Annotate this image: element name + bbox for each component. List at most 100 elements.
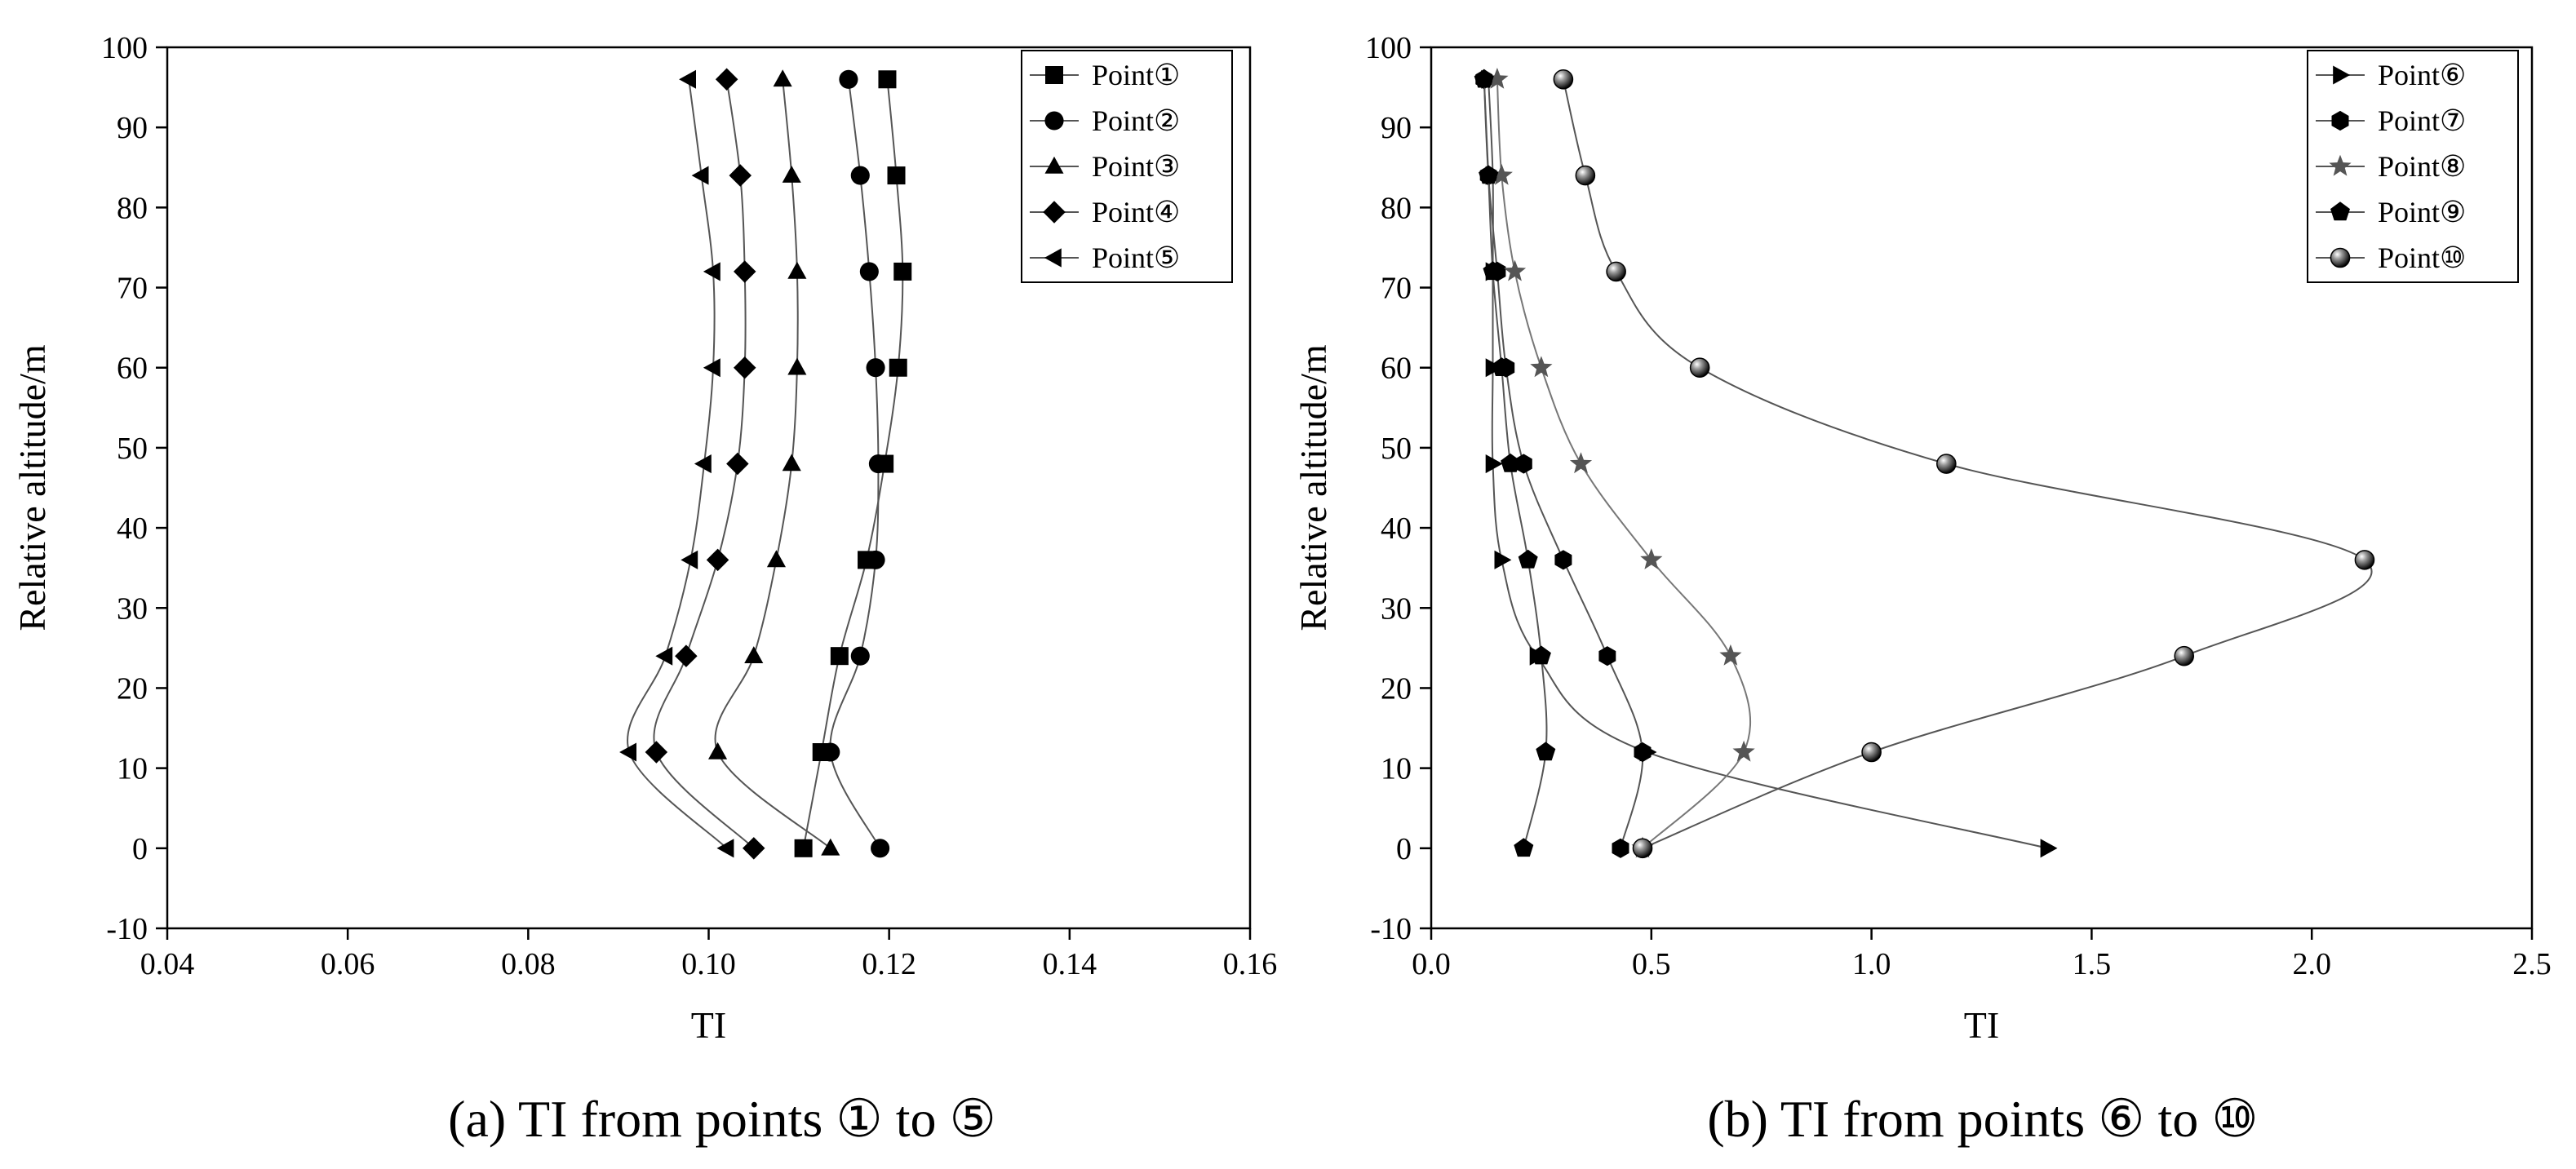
series-line-3 <box>714 79 831 849</box>
data-point-marker <box>1494 550 1512 569</box>
data-point-marker <box>734 356 756 379</box>
x-axis-title: TI <box>1964 1004 1999 1046</box>
data-point-marker <box>850 646 870 666</box>
y-tick-label: 10 <box>1381 752 1412 786</box>
data-point-marker <box>787 261 807 279</box>
data-point-marker <box>1598 646 1616 666</box>
legend-label: Point⑦ <box>2378 104 2466 137</box>
legend-marker <box>1043 201 1066 224</box>
y-tick-label: 0 <box>132 832 148 866</box>
x-tick-label: 1.5 <box>2073 947 2112 981</box>
x-tick-label: 0.14 <box>1043 947 1097 981</box>
series-line-5 <box>627 79 728 849</box>
y-tick-label: 70 <box>117 272 148 306</box>
data-point-marker <box>878 70 897 89</box>
plot-frame-b <box>1430 46 2534 930</box>
y-tick-label: 20 <box>1381 671 1412 706</box>
series-line-1 <box>1488 79 2048 849</box>
data-point-marker <box>1553 69 1574 90</box>
y-tick-label: 40 <box>117 511 148 546</box>
data-point-marker <box>1719 644 1742 666</box>
y-tick-label: 100 <box>101 31 148 65</box>
caption-b: (b) TI from points ⑥ to ⑩ <box>1707 1090 2258 1148</box>
legend-marker <box>1045 66 1063 84</box>
legend-label: Point⑤ <box>1092 241 1180 274</box>
data-point-marker <box>716 839 734 858</box>
data-point-marker <box>1531 645 1551 665</box>
data-point-marker <box>866 550 885 569</box>
legend-marker <box>2330 201 2350 221</box>
legend-marker <box>1044 248 1062 268</box>
data-point-marker <box>766 550 786 568</box>
y-tick-label: 60 <box>1381 352 1412 386</box>
y-tick-label: 80 <box>1381 191 1412 225</box>
data-point-marker <box>734 260 756 283</box>
data-point-marker <box>2354 550 2375 570</box>
legend-label: Point③ <box>1092 150 1180 183</box>
data-point-marker <box>1732 740 1755 762</box>
y-tick-label: 30 <box>117 591 148 626</box>
y-tick-label: 100 <box>1365 31 1412 65</box>
legend-marker <box>1044 111 1064 131</box>
data-point-marker <box>1530 356 1553 378</box>
legend-label: Point⑧ <box>2378 150 2466 183</box>
x-tick-label: 0.06 <box>321 947 375 981</box>
legend-marker <box>2329 154 2352 176</box>
y-tick-label: 60 <box>117 352 148 386</box>
data-point-marker <box>839 69 858 89</box>
x-tick-label: 0.10 <box>681 947 736 981</box>
data-point-marker <box>691 166 709 185</box>
x-tick-label: 0.12 <box>862 947 916 981</box>
x-tick-label: 2.0 <box>2292 947 2331 981</box>
data-point-marker <box>679 69 696 89</box>
data-point-marker <box>787 357 807 375</box>
data-point-marker <box>1861 742 1882 763</box>
legend-label: Point⑨ <box>2378 196 2466 228</box>
data-point-marker <box>871 839 890 858</box>
data-point-marker <box>1936 454 1957 474</box>
data-point-marker <box>1632 838 1653 859</box>
y-axis-title: Relative altitude/m <box>11 344 53 631</box>
data-point-marker <box>1612 838 1629 858</box>
data-point-marker <box>782 454 801 472</box>
data-point-marker <box>868 454 888 474</box>
data-point-marker <box>821 838 840 856</box>
data-point-marker <box>1490 163 1513 185</box>
x-tick-label: 0.0 <box>1412 947 1451 981</box>
data-point-marker <box>744 646 764 663</box>
legend-label: Point④ <box>1092 196 1180 228</box>
data-point-marker <box>1485 454 1503 474</box>
data-point-marker <box>794 839 813 857</box>
data-point-marker <box>1483 261 1503 281</box>
data-point-marker <box>782 166 801 183</box>
data-point-marker <box>866 358 885 378</box>
data-point-marker <box>694 454 712 474</box>
data-point-marker <box>675 644 698 667</box>
series-line-4 <box>653 79 755 849</box>
data-point-marker <box>1486 68 1509 89</box>
series-line-3 <box>1496 79 1752 849</box>
legend-a: Point① Point② Point③ Point④ Point⑤ <box>1021 50 1233 283</box>
data-point-marker <box>1634 742 1652 763</box>
y-tick-label: 90 <box>117 111 148 145</box>
legend-marker <box>2331 110 2349 131</box>
legend-label: Point② <box>1092 104 1180 137</box>
caption-a: (a) TI from points ① to ⑤ <box>448 1090 996 1148</box>
x-tick-label: 0.04 <box>140 947 195 981</box>
y-tick-label: 0 <box>1396 832 1412 866</box>
y-tick-label: 20 <box>117 671 148 706</box>
data-point-marker <box>1536 742 1556 761</box>
y-axis-title: Relative altitude/m <box>1292 344 1334 631</box>
data-point-marker <box>2174 645 2195 666</box>
data-point-marker <box>1606 261 1626 282</box>
y-tick-label: 10 <box>117 752 148 786</box>
data-point-marker <box>1501 453 1521 472</box>
data-point-marker <box>729 164 752 187</box>
data-point-marker <box>681 550 698 569</box>
data-point-marker <box>1640 548 1663 569</box>
data-point-marker <box>645 741 668 764</box>
legend-label: Point⑩ <box>2378 241 2466 274</box>
data-point-marker <box>1474 69 1494 88</box>
y-tick-label: 80 <box>117 191 148 225</box>
data-point-marker <box>1575 165 1596 186</box>
